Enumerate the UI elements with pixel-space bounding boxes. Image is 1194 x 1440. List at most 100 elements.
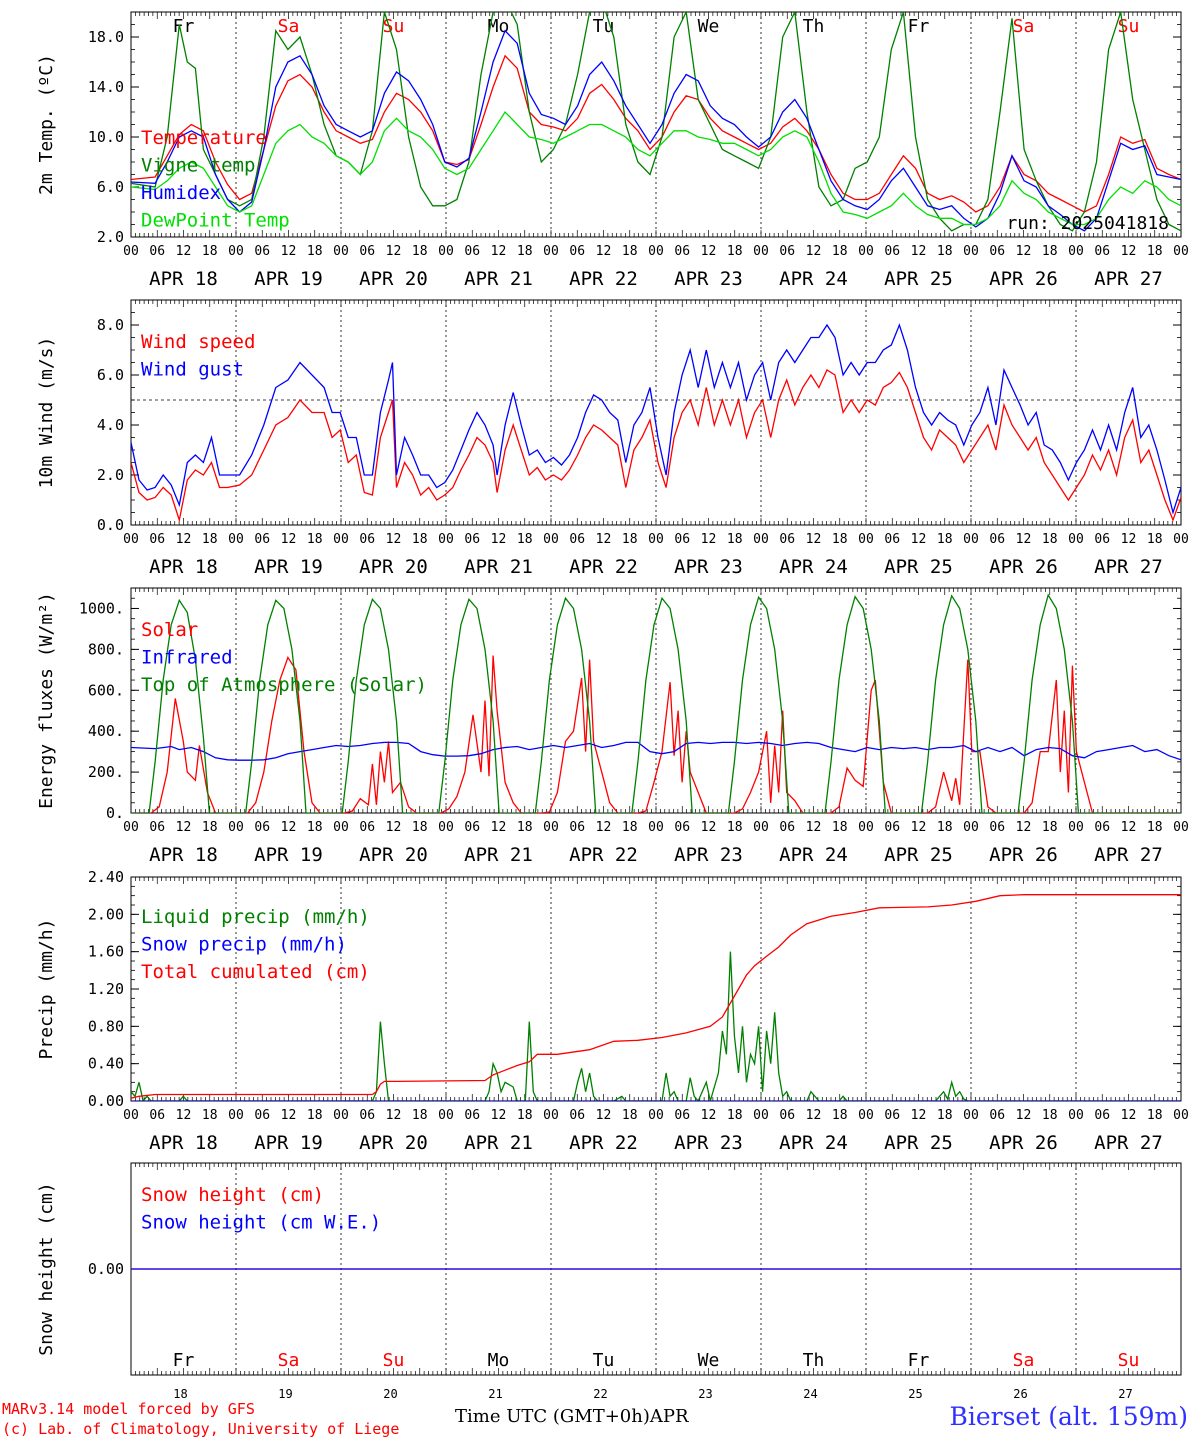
hour-tick-label: 06 — [1094, 820, 1110, 835]
weekday-label: Fr — [908, 1350, 930, 1371]
y-axis-label: Snow height (cm) — [36, 1182, 57, 1355]
hour-tick-label: 12 — [281, 244, 297, 259]
hour-tick-label: 12 — [491, 820, 507, 835]
hour-tick-label: 18 — [517, 1108, 533, 1123]
hour-tick-label: 06 — [674, 1108, 690, 1123]
hour-tick-label: 00 — [228, 820, 244, 835]
weekday-label: Fr — [173, 16, 195, 37]
date-label: APR 20 — [359, 844, 428, 866]
hour-tick-label: 18 — [937, 820, 953, 835]
hour-tick-label: 00 — [333, 1108, 349, 1123]
date-label: APR 24 — [779, 844, 848, 866]
hour-tick-label: 12 — [491, 1108, 507, 1123]
weekday-label: Sa — [278, 16, 300, 37]
hour-tick-label: 12 — [806, 244, 822, 259]
hour-tick-label: 18 — [832, 820, 848, 835]
hour-tick-label: 18 — [727, 1108, 743, 1123]
legend-label: Top of Atmosphere (Solar) — [141, 674, 427, 696]
y-tick-label: 600. — [88, 681, 124, 699]
y-tick-label: 8.0 — [97, 316, 124, 334]
hour-tick-label: 06 — [149, 1108, 165, 1123]
date-label: APR 26 — [989, 268, 1058, 290]
hour-tick-label: 12 — [281, 1108, 297, 1123]
legend-label: DewPoint Temp — [141, 210, 290, 232]
date-label: APR 27 — [1094, 1132, 1163, 1154]
legend-label: Infrared — [141, 647, 233, 669]
day-of-month-label: 21 — [488, 1387, 502, 1401]
hour-tick-label: 06 — [569, 820, 585, 835]
hour-tick-label: 12 — [596, 532, 612, 547]
hour-tick-label: 06 — [359, 1108, 375, 1123]
legend-label: Humidex — [141, 182, 221, 204]
y-tick-label: 800. — [88, 640, 124, 658]
day-of-month-label: 22 — [593, 1387, 607, 1401]
day-of-month-label: 19 — [278, 1387, 292, 1401]
series-line-wind-gust — [131, 323, 1181, 515]
hour-tick-label: 12 — [176, 532, 192, 547]
station-name: Bierset (alt. 159m) — [949, 1402, 1188, 1431]
date-label: APR 19 — [254, 556, 323, 578]
date-label: APR 23 — [674, 556, 743, 578]
y-tick-label: 2.0 — [97, 228, 124, 246]
date-label: APR 27 — [1094, 556, 1163, 578]
date-label: APR 22 — [569, 268, 638, 290]
weekday-label: Tu — [593, 1350, 615, 1371]
y-tick-label: 2.0 — [97, 466, 124, 484]
hour-tick-label: 00 — [648, 1108, 664, 1123]
weekday-label: Fr — [173, 1350, 195, 1371]
weekday-label: Th — [803, 16, 825, 37]
legend-label: Solar — [141, 619, 198, 641]
date-label: APR 25 — [884, 268, 953, 290]
date-label: APR 22 — [569, 556, 638, 578]
hour-tick-label: 00 — [753, 532, 769, 547]
y-tick-label: 10.0 — [88, 128, 124, 146]
y-tick-label: 14.0 — [88, 78, 124, 96]
date-label: APR 19 — [254, 268, 323, 290]
date-label: APR 20 — [359, 1132, 428, 1154]
legend-label: Wind speed — [141, 331, 255, 353]
hour-tick-label: 18 — [727, 820, 743, 835]
hour-tick-label: 18 — [622, 532, 638, 547]
hour-tick-label: 18 — [517, 244, 533, 259]
day-of-month-label: 20 — [383, 1387, 397, 1401]
hour-tick-label: 18 — [622, 820, 638, 835]
hour-tick-label: 00 — [228, 1108, 244, 1123]
hour-tick-label: 18 — [517, 532, 533, 547]
hour-tick-label: 18 — [937, 532, 953, 547]
hour-tick-label: 00 — [648, 820, 664, 835]
hour-tick-label: 18 — [832, 532, 848, 547]
credit-line-1: MARv3.14 model forced by GFS — [2, 1400, 255, 1418]
hour-tick-label: 12 — [806, 532, 822, 547]
hour-tick-label: 18 — [1147, 820, 1163, 835]
hour-tick-label: 12 — [1121, 1108, 1137, 1123]
date-label: APR 23 — [674, 844, 743, 866]
date-label: APR 24 — [779, 1132, 848, 1154]
hour-tick-label: 12 — [1016, 1108, 1032, 1123]
date-label: APR 20 — [359, 556, 428, 578]
hour-tick-label: 00 — [123, 1108, 139, 1123]
hour-tick-label: 06 — [674, 244, 690, 259]
legend-label: Vigne temp — [141, 155, 255, 177]
date-label: APR 21 — [464, 1132, 533, 1154]
hour-tick-label: 00 — [123, 532, 139, 547]
series-line-total-cumulated-cm- — [131, 894, 1181, 1099]
legend-label: Liquid precip (mm/h) — [141, 906, 370, 928]
hour-tick-label: 00 — [123, 820, 139, 835]
weekday-label: Mo — [488, 1350, 510, 1371]
hour-tick-label: 00 — [963, 820, 979, 835]
hour-tick-label: 00 — [228, 532, 244, 547]
weekday-label: Sa — [1013, 1350, 1035, 1371]
series-line-top-of-atmosphere-solar- — [131, 593, 1181, 813]
date-label: APR 19 — [254, 844, 323, 866]
hour-tick-label: 12 — [596, 1108, 612, 1123]
weekday-label: We — [698, 1350, 720, 1371]
hour-tick-label: 18 — [937, 244, 953, 259]
hour-tick-label: 06 — [884, 1108, 900, 1123]
hour-tick-label: 00 — [1173, 244, 1189, 259]
hour-tick-label: 06 — [989, 820, 1005, 835]
weekday-label: We — [698, 16, 720, 37]
hour-tick-label: 12 — [806, 1108, 822, 1123]
legend-label: Wind gust — [141, 359, 244, 381]
weekday-label: Su — [1118, 16, 1140, 37]
weekday-label: Su — [383, 16, 405, 37]
